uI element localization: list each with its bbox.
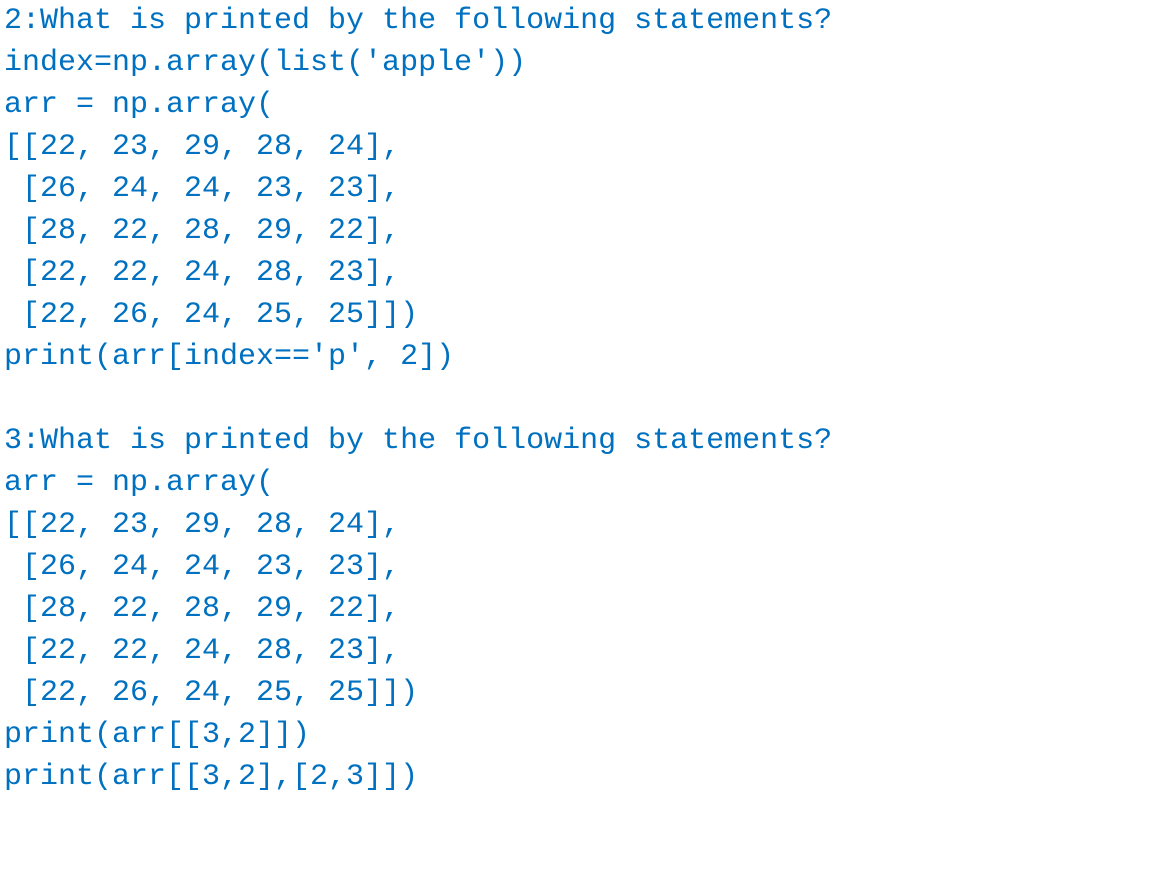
code-listing: 2:What is printed by the following state… bbox=[0, 0, 1173, 798]
